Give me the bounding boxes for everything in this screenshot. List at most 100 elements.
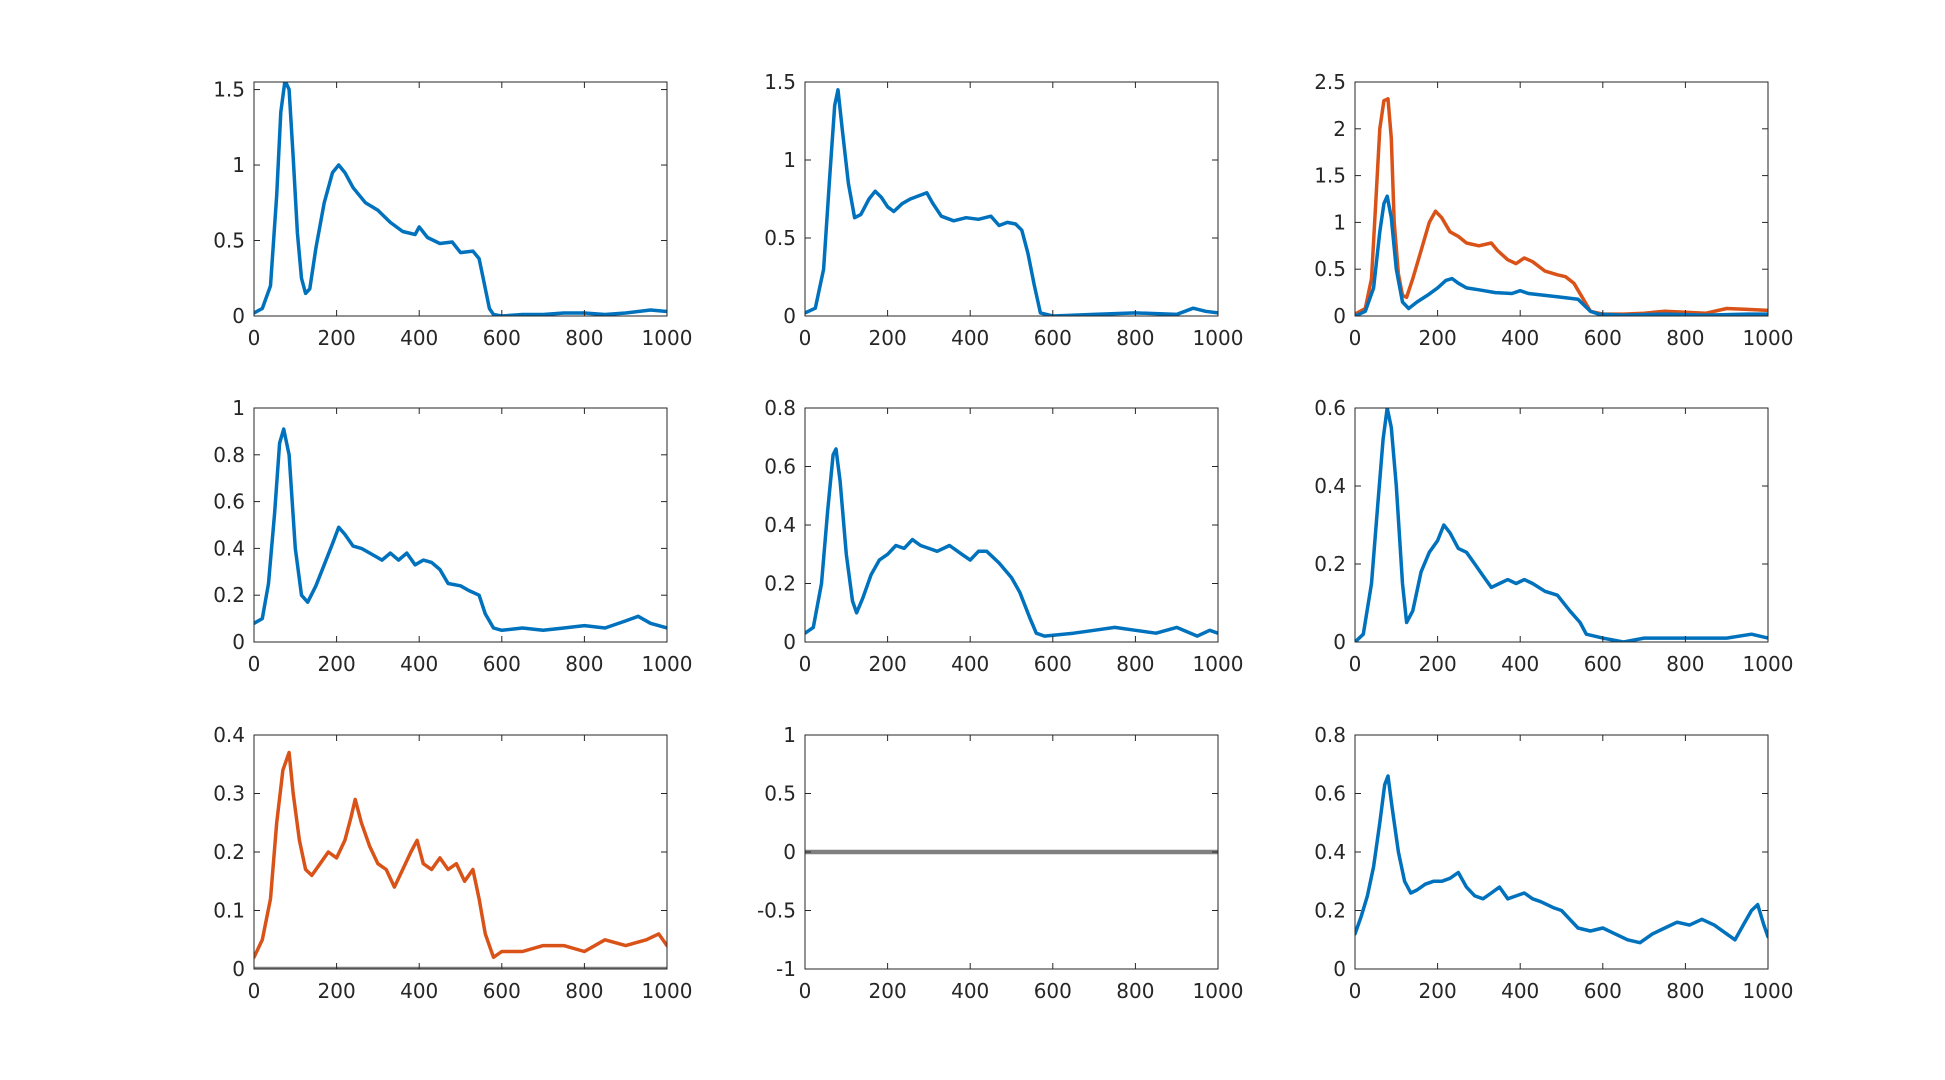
x-tick-label: 800 bbox=[565, 652, 603, 676]
y-tick-label: 0.4 bbox=[213, 723, 245, 747]
y-tick-label: 0.2 bbox=[213, 840, 245, 864]
y-tick-label: 1 bbox=[1333, 210, 1346, 234]
y-tick-label: 0.8 bbox=[213, 443, 245, 467]
subplot-4: 0 200 400 600 800 1000 0 0.2 0.4 0.6 0.8 1 bbox=[213, 396, 692, 676]
y-tick-label: 0.6 bbox=[1314, 782, 1346, 806]
series-line-2-blue bbox=[1355, 194, 1768, 316]
y-tick-label: 0.2 bbox=[1314, 899, 1346, 923]
x-tick-label: 200 bbox=[1419, 979, 1457, 1003]
series-line-1-blue bbox=[254, 427, 667, 633]
x-tick-label: 800 bbox=[1666, 652, 1704, 676]
x-tick-label: 1000 bbox=[1193, 326, 1244, 350]
y-tick-label: 0 bbox=[783, 630, 796, 654]
y-tick-label: 1.5 bbox=[764, 70, 796, 94]
axes-box bbox=[1354, 407, 1769, 643]
axes-box bbox=[253, 734, 668, 970]
x-tick-label: 0 bbox=[1349, 979, 1362, 1003]
axes-box bbox=[1354, 734, 1769, 970]
x-tick-label: 0 bbox=[799, 326, 812, 350]
x-tick-label: 200 bbox=[318, 326, 356, 350]
y-tick-label: 0 bbox=[783, 840, 796, 864]
x-tick-label: 800 bbox=[1116, 326, 1154, 350]
y-tick-label: -1 bbox=[776, 957, 796, 981]
y-tick-label: 0.2 bbox=[764, 572, 796, 596]
x-tick-label: 1000 bbox=[642, 326, 693, 350]
x-tick-label: 1000 bbox=[1193, 979, 1244, 1003]
y-tick-label: 0.5 bbox=[764, 782, 796, 806]
x-tick-label: 400 bbox=[1501, 652, 1539, 676]
axes-box bbox=[804, 407, 1219, 643]
subplot-5: 0 200 400 600 800 1000 0 0.2 0.4 0.6 0.8 bbox=[764, 396, 1243, 676]
y-tick-label: 0 bbox=[1333, 304, 1346, 328]
x-tick-label: 600 bbox=[483, 979, 521, 1003]
y-tick-label: 1 bbox=[783, 148, 796, 172]
x-tick-label: 800 bbox=[1116, 979, 1154, 1003]
y-tick-label: 0 bbox=[232, 957, 245, 981]
x-tick-label: 0 bbox=[248, 652, 261, 676]
y-tick-label: 0.6 bbox=[764, 455, 796, 479]
x-tick-label: 600 bbox=[1034, 326, 1072, 350]
x-tick-label: 1000 bbox=[1193, 652, 1244, 676]
subplot-2: 0 200 400 600 800 1000 0 0.5 1 1.5 bbox=[764, 70, 1243, 350]
x-tick-label: 800 bbox=[1666, 979, 1704, 1003]
x-tick-label: 600 bbox=[483, 652, 521, 676]
axes-box bbox=[804, 81, 1219, 317]
series-line-1-blue bbox=[1355, 774, 1768, 945]
x-tick-label: 200 bbox=[869, 979, 907, 1003]
series-line-1-orange bbox=[254, 750, 667, 960]
y-tick-label: 1 bbox=[232, 396, 245, 420]
y-tick-label: 0 bbox=[1333, 630, 1346, 654]
y-tick-label: 0.8 bbox=[764, 396, 796, 420]
x-tick-label: 0 bbox=[799, 652, 812, 676]
axes-box bbox=[1354, 81, 1769, 317]
y-tick-label: 1 bbox=[232, 153, 245, 177]
x-tick-label: 1000 bbox=[642, 652, 693, 676]
x-tick-label: 0 bbox=[1349, 652, 1362, 676]
x-tick-label: 400 bbox=[400, 326, 438, 350]
x-tick-label: 200 bbox=[318, 652, 356, 676]
y-tick-label: 1 bbox=[783, 723, 796, 747]
subplot-8: 0 200 400 600 800 1000 -1 -0.5 0 0.5 1 bbox=[757, 723, 1243, 1003]
x-tick-label: 400 bbox=[1501, 979, 1539, 1003]
x-tick-label: 800 bbox=[565, 326, 603, 350]
y-tick-label: 0 bbox=[232, 630, 245, 654]
y-tick-label: 0.8 bbox=[1314, 723, 1346, 747]
x-tick-label: 200 bbox=[869, 326, 907, 350]
x-tick-label: 1000 bbox=[1743, 652, 1794, 676]
y-tick-label: 0.5 bbox=[764, 226, 796, 250]
y-tick-label: 0.1 bbox=[213, 899, 245, 923]
x-tick-label: 600 bbox=[1584, 979, 1622, 1003]
y-tick-label: 0.4 bbox=[213, 536, 245, 560]
y-tick-label: 0.3 bbox=[213, 782, 245, 806]
y-tick-label: -0.5 bbox=[757, 899, 796, 923]
x-tick-label: 800 bbox=[1116, 652, 1154, 676]
y-tick-label: 0.6 bbox=[1314, 396, 1346, 420]
y-tick-label: 0.5 bbox=[213, 229, 245, 253]
x-tick-label: 200 bbox=[1419, 652, 1457, 676]
series-line-1-blue bbox=[254, 82, 667, 316]
x-tick-label: 1000 bbox=[1743, 979, 1794, 1003]
subplot-7: 0 200 400 600 800 1000 0 0.1 0.2 0.3 0.4 bbox=[213, 723, 692, 1003]
x-tick-label: 400 bbox=[951, 326, 989, 350]
series-line-1-blue bbox=[805, 88, 1218, 316]
y-tick-label: 0 bbox=[783, 304, 796, 328]
y-tick-label: 0.5 bbox=[1314, 257, 1346, 281]
x-tick-label: 600 bbox=[1584, 652, 1622, 676]
subplot-6: 0 200 400 600 800 1000 0 0.2 0.4 0.6 bbox=[1314, 396, 1793, 676]
x-tick-label: 200 bbox=[1419, 326, 1457, 350]
subplot-3: 0 200 400 600 800 1000 0 0.5 1 1.5 2 2.5 bbox=[1314, 70, 1793, 350]
y-tick-label: 0.2 bbox=[213, 583, 245, 607]
x-tick-label: 1000 bbox=[642, 979, 693, 1003]
x-tick-label: 400 bbox=[400, 652, 438, 676]
y-tick-label: 0.4 bbox=[764, 513, 796, 537]
x-tick-label: 0 bbox=[799, 979, 812, 1003]
y-tick-label: 0 bbox=[1333, 957, 1346, 981]
x-tick-label: 800 bbox=[1666, 326, 1704, 350]
x-tick-label: 400 bbox=[951, 979, 989, 1003]
y-tick-label: 0.6 bbox=[213, 490, 245, 514]
x-tick-label: 400 bbox=[400, 979, 438, 1003]
x-tick-label: 600 bbox=[1034, 652, 1072, 676]
x-tick-label: 200 bbox=[318, 979, 356, 1003]
x-tick-label: 0 bbox=[1349, 326, 1362, 350]
